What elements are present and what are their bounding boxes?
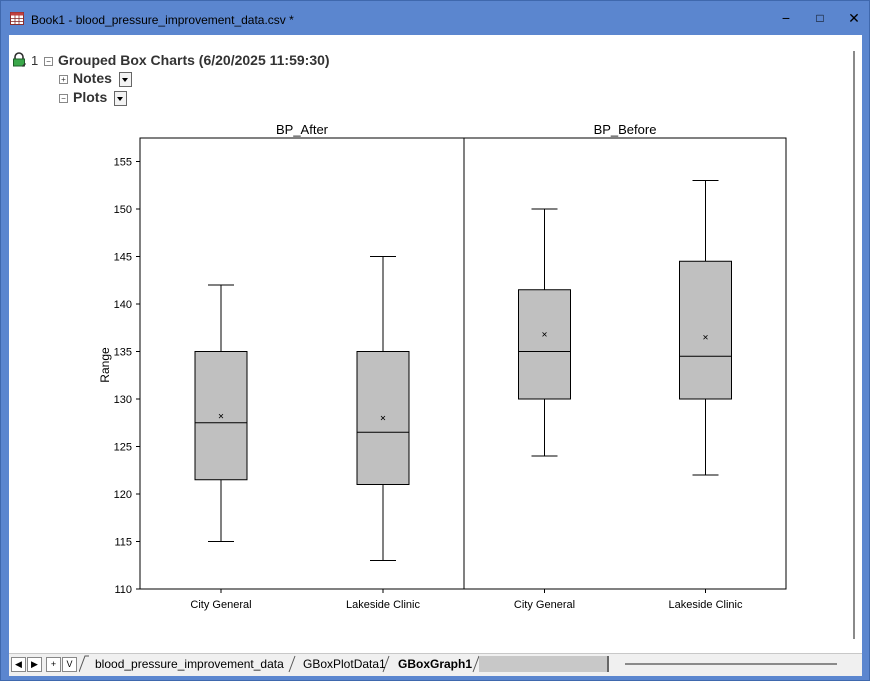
close-button[interactable]: ✕ [848,10,860,26]
tree-item-plots[interactable]: − Plots [59,89,128,106]
tab-list-button[interactable]: V [62,657,77,672]
y-tick-label: 120 [114,489,132,501]
panel-frame [463,137,787,590]
iqr-box [679,260,732,400]
panel-title: BP_Before [594,122,657,137]
y-tick-label: 130 [114,394,132,406]
report-sheet: 1 − Grouped Box Charts (6/20/2025 11:59:3… [9,35,862,676]
y-tick-label: 145 [114,252,132,264]
workbook-icon [10,12,24,25]
tree-item-plots-label: Plots [73,89,108,105]
vertical-scrollbar[interactable] [847,35,862,661]
tab-prev-button[interactable]: ◀ [11,657,26,672]
tab-data-sheet[interactable]: blood_pressure_improvement_data [95,657,284,671]
tab-bar-empty-area [479,656,607,672]
x-tick-label: Lakeside Clinic [346,599,420,611]
y-tick-label: 150 [114,204,132,216]
iqr-box [518,289,571,400]
mean-marker [542,332,547,337]
collapse-icon[interactable]: − [44,56,53,66]
grouped-box-chart[interactable]: BP_After BP_Before 110 115 120 125 130 135 140 14… [9,35,847,653]
y-tick-label: 125 [114,442,132,454]
tree-root[interactable]: − Grouped Box Charts (6/20/2025 11:59:30) [44,52,330,68]
tree-item-notes-label: Notes [73,70,112,86]
tab-separators-icon [79,655,480,673]
window-title: Book1 - blood_pressure_improvement_data.… [31,13,294,27]
tab-next-button[interactable]: ▶ [27,657,42,672]
tab-gboxplotdata1[interactable]: GBoxPlotData1 [303,657,386,671]
tab-add-button[interactable]: + [46,657,61,672]
mean-marker [703,334,708,340]
maximize-button[interactable]: □ [816,11,824,25]
panel-frame [139,137,465,590]
tree-item-notes[interactable]: + Notes [59,70,132,87]
report-tree: 1 − Grouped Box Charts (6/20/2025 11:59:3… [9,35,809,115]
title-bar[interactable]: Book1 - blood_pressure_improvement_data.… [1,1,869,35]
notes-dropdown-icon[interactable] [118,71,132,87]
mean-marker [380,415,386,421]
y-tick-label: 110 [114,584,132,596]
y-tick-label: 135 [114,347,132,359]
sheet-tab-bar: ◀ ▶ + V blood_pressure_improvement_data … [9,653,862,676]
y-tick-label: 115 [114,537,132,549]
tree-root-label: Grouped Box Charts (6/20/2025 11:59:30) [58,52,330,68]
tree-index: 1 [31,53,39,68]
tab-gboxgraph1[interactable]: GBoxGraph1 [398,657,473,671]
vertical-scroll-thumb[interactable] [853,51,855,639]
lock-icon[interactable] [11,52,27,68]
panel-title: BP_After [276,122,329,137]
y-axis-label: Range [98,347,112,383]
minimize-button[interactable]: − [781,10,791,26]
y-tick-label: 155 [114,157,132,169]
collapse-icon[interactable]: − [59,93,68,103]
x-tick-label: City General [514,599,575,611]
iqr-box [194,351,248,481]
horizontal-scroll-thumb[interactable] [625,663,837,665]
horizontal-scrollbar[interactable] [607,656,849,672]
x-tick-label: Lakeside Clinic [669,599,743,611]
mean-marker [218,413,224,419]
plots-dropdown-icon[interactable] [114,90,128,106]
expand-icon[interactable]: + [59,74,68,84]
y-tick-label: 140 [114,299,132,311]
x-tick-label: City General [190,599,251,611]
